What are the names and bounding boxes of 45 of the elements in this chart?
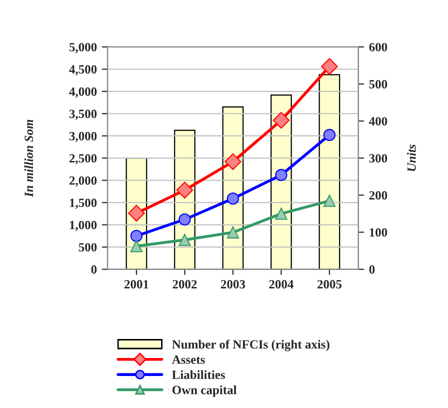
- y-tick-label: 4,500: [69, 65, 97, 76]
- y2-tick-label: 200: [369, 191, 388, 200]
- x-tick-label: 2001: [124, 280, 148, 288]
- y-tick-label: 3,500: [69, 110, 97, 120]
- point: [130, 230, 143, 242]
- point: [176, 182, 194, 198]
- y2-tick-label: 300: [369, 154, 388, 163]
- point: [275, 208, 288, 220]
- point: [130, 240, 143, 252]
- legend-label: Number of NFCIs (right axis): [172, 340, 330, 352]
- x-tick-label: 2003: [220, 280, 246, 288]
- y-tick-label: 5,000: [69, 42, 97, 54]
- y2-axis-title: Units: [407, 144, 416, 171]
- y-tick-label: 500: [78, 243, 97, 252]
- bar: [318, 74, 340, 270]
- point: [224, 153, 242, 170]
- y-axis-title: In million Som: [24, 120, 34, 198]
- point: [178, 234, 191, 246]
- point: [323, 194, 336, 207]
- point: [275, 168, 288, 182]
- point: [226, 192, 240, 205]
- y2-tick-label: 500: [369, 80, 388, 88]
- legend-label: Own capital: [172, 385, 237, 397]
- y-tick-label: 2,500: [70, 154, 97, 164]
- y2-tick-label: 0: [369, 265, 375, 274]
- y-tick-label: 1,000: [70, 220, 97, 232]
- y-tick-label: 0: [91, 265, 97, 274]
- legend-label: Assets: [172, 356, 205, 364]
- y2-tick-label: 400: [368, 117, 388, 126]
- x-tick-label: 2004: [269, 280, 294, 288]
- point: [321, 58, 338, 75]
- point: [226, 226, 240, 238]
- point: [178, 213, 191, 226]
- y-tick-label: 2,000: [70, 176, 97, 187]
- y-tick-label: 1,500: [70, 198, 97, 209]
- y2-tick-label: 600: [369, 42, 388, 52]
- y2-tick-label: 100: [370, 228, 388, 237]
- point: [272, 112, 290, 129]
- point: [128, 204, 145, 222]
- y-tick-label: 4,000: [69, 87, 97, 98]
- x-tick-label: 2005: [317, 280, 342, 288]
- y-tick-label: 3,000: [69, 132, 97, 142]
- x-tick-label: 2002: [172, 280, 197, 288]
- legend-label: Liabilities: [172, 370, 225, 380]
- point: [323, 128, 336, 142]
